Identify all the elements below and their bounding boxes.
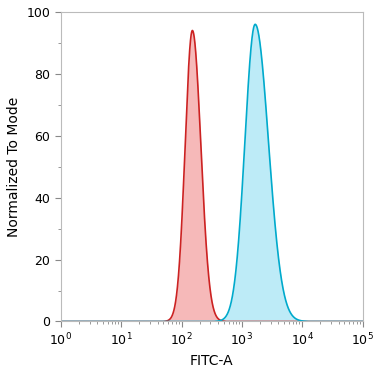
X-axis label: FITC-A: FITC-A <box>190 354 234 368</box>
Y-axis label: Normalized To Mode: Normalized To Mode <box>7 97 21 237</box>
